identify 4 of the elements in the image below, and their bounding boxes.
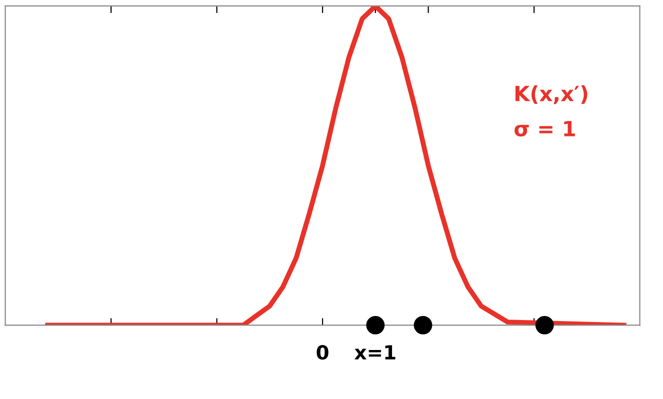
x-tick-label: x=1 [354, 345, 396, 360]
annotation: σ = 1 [514, 121, 575, 137]
annotation: K(x,x′) [515, 85, 588, 104]
x-tick-label: 0 [316, 344, 328, 360]
